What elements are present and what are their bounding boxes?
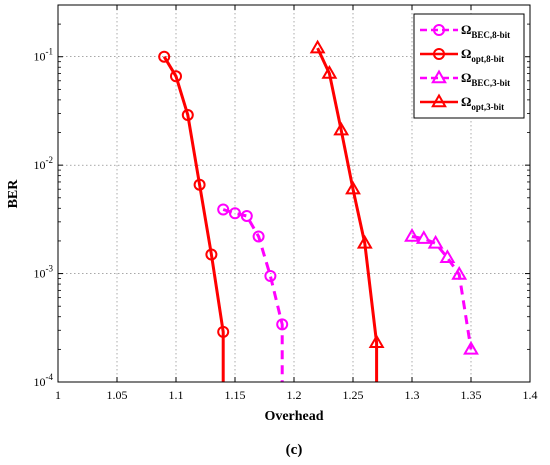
series-line [316, 47, 379, 382]
legend-entry: ΩBEC,8-bit [420, 22, 510, 40]
series-2 [404, 228, 479, 355]
series-0 [217, 203, 289, 382]
data-point [356, 234, 373, 249]
legend-marker [433, 24, 445, 36]
data-point [321, 64, 338, 79]
legend-label: Ωopt,3-bit [461, 94, 504, 112]
legend-marker [433, 48, 445, 60]
legend-label: ΩBEC,3-bit [461, 70, 510, 88]
legend-entry: Ωopt,3-bit [420, 93, 504, 112]
data-point [240, 209, 253, 222]
data-point [193, 178, 206, 191]
data-point [229, 207, 241, 220]
x-tick-label: 1 [55, 388, 61, 402]
series-line [162, 55, 225, 382]
figure-caption: (c) [286, 442, 303, 458]
legend-marker [431, 69, 447, 84]
series-1 [158, 50, 230, 382]
data-point [158, 50, 171, 63]
legend-entry: ΩBEC,3-bit [420, 69, 510, 88]
x-tick-label: 1.35 [461, 388, 482, 402]
data-point [217, 325, 230, 338]
data-point [309, 39, 326, 54]
data-point [451, 265, 468, 280]
x-tick-label: 1.05 [107, 388, 128, 402]
y-tick-label: 10-1 [34, 47, 54, 64]
data-point [415, 230, 432, 244]
data-point [427, 234, 444, 249]
series-line [411, 235, 473, 350]
y-tick-label: 10-2 [34, 155, 54, 172]
data-point [439, 249, 456, 263]
x-tick-label: 1.4 [523, 388, 538, 402]
data-point [345, 180, 361, 195]
y-tick-label: 10-3 [34, 264, 54, 281]
data-point [205, 248, 218, 261]
data-point [252, 230, 265, 243]
legend-marker [431, 93, 447, 108]
axis-ticks: 1 1.05 1.1 1.15 1.2 1.25 1.3 1.35 1.4 10-4 10-3 10-… [34, 5, 538, 402]
x-axis-title: Overhead [264, 409, 323, 424]
legend-label: ΩBEC,8-bit [461, 22, 510, 40]
data-point [170, 70, 182, 83]
data-point [181, 109, 194, 122]
y-axis-title: BER [6, 179, 21, 209]
x-tick-label: 1.25 [343, 388, 364, 402]
data-point [333, 121, 350, 136]
data-point [217, 203, 230, 216]
x-tick-label: 1.1 [169, 388, 184, 402]
series-line [222, 208, 284, 382]
data-point [404, 228, 420, 242]
data-point [264, 269, 277, 282]
legend-entry: Ωopt,8-bit [420, 46, 504, 64]
data-point [368, 334, 385, 348]
x-tick-label: 1.3 [405, 388, 420, 402]
series-3 [309, 39, 385, 382]
legend-label: Ωopt,8-bit [461, 46, 504, 64]
data-point [463, 340, 479, 355]
x-tick-label: 1.2 [287, 388, 302, 402]
data-point [276, 318, 289, 331]
x-tick-label: 1.15 [225, 388, 246, 402]
y-tick-label: 10-4 [34, 372, 54, 389]
series-layer [158, 39, 479, 382]
legend-box [413, 13, 525, 119]
legend: ΩBEC,8-bit Ωopt,8-bit ΩBEC,3-bit Ωopt,3-bit [413, 13, 525, 119]
